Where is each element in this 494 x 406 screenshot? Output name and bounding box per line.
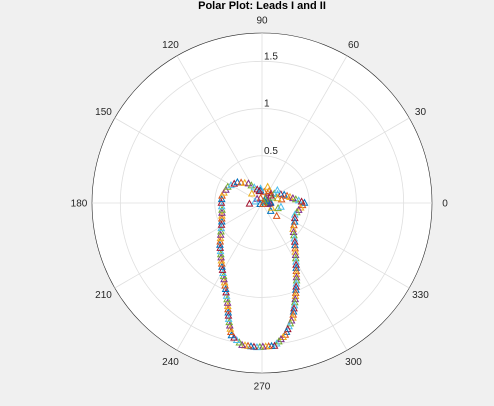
theta-tick-label: 330 bbox=[412, 290, 429, 301]
theta-tick-label: 0 bbox=[442, 199, 448, 210]
theta-tick-label: 240 bbox=[162, 357, 179, 368]
r-tick-label: 1 bbox=[264, 99, 270, 110]
theta-tick-label: 120 bbox=[162, 40, 179, 51]
r-tick-label: 1.5 bbox=[264, 51, 278, 62]
theta-tick-label: 60 bbox=[348, 40, 360, 51]
r-tick-label: 0.5 bbox=[264, 146, 278, 157]
theta-tick-label: 180 bbox=[71, 199, 88, 210]
chart-title: Polar Plot: Leads I and II bbox=[198, 0, 326, 12]
theta-tick-label: 300 bbox=[345, 357, 362, 368]
theta-tick-label: 30 bbox=[415, 107, 427, 118]
theta-tick-label: 270 bbox=[254, 382, 271, 393]
theta-tick-label: 90 bbox=[256, 16, 268, 27]
theta-tick-label: 150 bbox=[95, 107, 112, 118]
theta-tick-label: 210 bbox=[95, 290, 112, 301]
